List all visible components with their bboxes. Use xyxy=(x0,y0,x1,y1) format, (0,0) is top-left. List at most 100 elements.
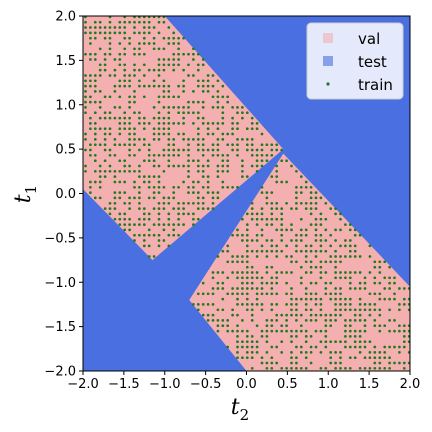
train-point xyxy=(329,297,333,301)
train-point xyxy=(245,297,249,301)
train-point xyxy=(260,233,264,237)
train-point xyxy=(128,116,131,120)
train-point xyxy=(388,265,391,269)
train-point xyxy=(138,196,141,200)
train-point xyxy=(142,180,146,184)
train-point xyxy=(133,68,136,72)
train-point xyxy=(182,138,185,141)
train-point xyxy=(187,106,190,109)
train-point xyxy=(353,233,357,237)
train-point xyxy=(398,308,401,312)
train-point xyxy=(216,169,220,173)
train-point xyxy=(299,185,303,189)
train-point xyxy=(255,345,259,349)
train-point xyxy=(314,345,318,349)
train-point xyxy=(285,303,288,306)
train-point xyxy=(255,122,259,125)
train-point xyxy=(304,335,308,338)
train-point xyxy=(128,223,131,226)
train-point xyxy=(201,84,205,88)
train-point xyxy=(201,153,205,157)
train-point xyxy=(187,100,190,104)
train-point xyxy=(152,185,156,189)
train-point xyxy=(113,169,117,173)
train-point xyxy=(113,153,117,157)
train-point xyxy=(103,207,107,210)
train-point xyxy=(280,228,284,232)
train-point xyxy=(295,319,298,322)
train-point xyxy=(138,233,141,237)
train-point xyxy=(118,31,122,35)
train-point xyxy=(187,185,190,189)
train-point xyxy=(196,148,200,152)
train-point xyxy=(196,116,200,120)
train-point xyxy=(304,319,308,322)
train-point xyxy=(206,191,210,194)
train-point xyxy=(236,324,239,328)
train-point xyxy=(255,324,259,328)
train-point xyxy=(344,340,347,344)
train-point xyxy=(226,260,230,264)
train-point xyxy=(152,223,156,226)
train-point xyxy=(319,271,323,274)
train-point xyxy=(142,175,146,178)
train-point xyxy=(245,255,249,258)
train-point xyxy=(304,303,308,306)
train-point xyxy=(147,143,151,147)
train-point xyxy=(152,233,156,237)
train-point xyxy=(103,169,107,173)
train-point xyxy=(319,303,323,306)
train-point xyxy=(245,127,249,131)
train-point xyxy=(98,196,102,200)
train-point xyxy=(201,148,205,152)
train-point xyxy=(147,175,151,178)
train-point xyxy=(339,212,342,216)
train-point xyxy=(89,79,92,83)
train-point xyxy=(187,148,190,152)
train-point xyxy=(177,122,180,125)
train-point xyxy=(123,20,127,24)
train-point xyxy=(378,313,382,317)
train-point xyxy=(295,191,298,194)
train-point xyxy=(265,249,269,253)
train-point xyxy=(319,313,323,317)
train-point xyxy=(270,361,274,365)
train-point xyxy=(245,265,249,269)
train-point xyxy=(108,42,112,45)
train-point xyxy=(98,116,102,120)
train-point xyxy=(285,228,288,232)
train-point xyxy=(196,63,200,67)
train-point xyxy=(157,185,161,189)
train-point xyxy=(348,255,352,258)
train-point xyxy=(295,260,298,264)
train-point xyxy=(373,361,377,365)
train-point xyxy=(123,16,127,19)
train-point xyxy=(334,249,337,253)
train-point xyxy=(221,159,225,163)
train-point xyxy=(138,42,141,45)
train-point xyxy=(260,148,264,152)
train-point xyxy=(314,228,318,232)
train-point xyxy=(378,297,382,301)
train-point xyxy=(152,36,156,40)
train-point xyxy=(206,180,210,184)
train-point xyxy=(309,212,313,216)
legend-label-test: test xyxy=(358,53,387,71)
train-point xyxy=(113,196,117,200)
train-point xyxy=(309,201,313,205)
train-point xyxy=(260,292,264,296)
train-point xyxy=(407,361,410,365)
train-point xyxy=(265,340,269,344)
train-point xyxy=(123,47,127,51)
train-point xyxy=(133,196,136,200)
train-point xyxy=(182,180,185,184)
train-point xyxy=(265,223,269,226)
train-point xyxy=(290,335,293,338)
train-point xyxy=(314,207,318,210)
train-point xyxy=(128,196,131,200)
train-point xyxy=(245,335,249,338)
train-point xyxy=(250,271,254,274)
legend-swatch-test xyxy=(323,56,333,66)
train-point xyxy=(93,169,97,173)
train-point xyxy=(358,313,362,317)
